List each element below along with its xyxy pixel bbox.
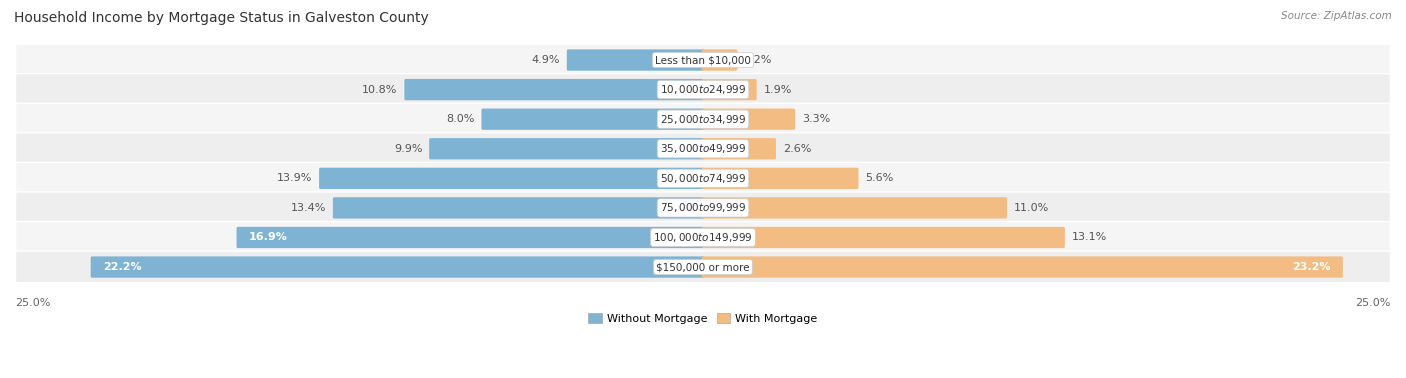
- Text: Household Income by Mortgage Status in Galveston County: Household Income by Mortgage Status in G…: [14, 11, 429, 25]
- FancyBboxPatch shape: [15, 44, 1391, 76]
- FancyBboxPatch shape: [481, 108, 704, 130]
- Text: $25,000 to $34,999: $25,000 to $34,999: [659, 113, 747, 125]
- Text: 3.3%: 3.3%: [801, 114, 831, 124]
- FancyBboxPatch shape: [702, 256, 1343, 278]
- FancyBboxPatch shape: [702, 50, 737, 71]
- Text: 22.2%: 22.2%: [103, 262, 142, 272]
- Text: 13.4%: 13.4%: [291, 203, 326, 213]
- FancyBboxPatch shape: [567, 50, 704, 71]
- FancyBboxPatch shape: [702, 227, 1064, 248]
- Text: 13.1%: 13.1%: [1071, 232, 1107, 242]
- FancyBboxPatch shape: [702, 79, 756, 100]
- Text: 25.0%: 25.0%: [1355, 298, 1391, 308]
- FancyBboxPatch shape: [333, 197, 704, 218]
- Text: 13.9%: 13.9%: [277, 174, 312, 183]
- Text: 11.0%: 11.0%: [1014, 203, 1049, 213]
- FancyBboxPatch shape: [319, 168, 704, 189]
- FancyBboxPatch shape: [405, 79, 704, 100]
- FancyBboxPatch shape: [15, 222, 1391, 254]
- Text: $35,000 to $49,999: $35,000 to $49,999: [659, 142, 747, 155]
- FancyBboxPatch shape: [236, 227, 704, 248]
- FancyBboxPatch shape: [15, 103, 1391, 135]
- Text: $75,000 to $99,999: $75,000 to $99,999: [659, 201, 747, 214]
- Text: Less than $10,000: Less than $10,000: [655, 55, 751, 65]
- Text: 8.0%: 8.0%: [446, 114, 475, 124]
- Text: 10.8%: 10.8%: [363, 85, 398, 94]
- Text: $50,000 to $74,999: $50,000 to $74,999: [659, 172, 747, 185]
- FancyBboxPatch shape: [15, 133, 1391, 165]
- Text: Source: ZipAtlas.com: Source: ZipAtlas.com: [1281, 11, 1392, 21]
- Text: 23.2%: 23.2%: [1292, 262, 1330, 272]
- Text: 1.9%: 1.9%: [763, 85, 792, 94]
- Text: 2.6%: 2.6%: [783, 144, 811, 154]
- FancyBboxPatch shape: [15, 74, 1391, 105]
- FancyBboxPatch shape: [15, 192, 1391, 224]
- FancyBboxPatch shape: [15, 163, 1391, 194]
- FancyBboxPatch shape: [702, 197, 1007, 218]
- Text: $150,000 or more: $150,000 or more: [657, 262, 749, 272]
- Legend: Without Mortgage, With Mortgage: Without Mortgage, With Mortgage: [583, 309, 823, 328]
- Text: 1.2%: 1.2%: [744, 55, 773, 65]
- FancyBboxPatch shape: [702, 168, 859, 189]
- FancyBboxPatch shape: [90, 256, 704, 278]
- Text: $10,000 to $24,999: $10,000 to $24,999: [659, 83, 747, 96]
- Text: 9.9%: 9.9%: [394, 144, 422, 154]
- Text: 16.9%: 16.9%: [249, 232, 288, 242]
- Text: 25.0%: 25.0%: [15, 298, 51, 308]
- FancyBboxPatch shape: [15, 251, 1391, 283]
- FancyBboxPatch shape: [429, 138, 704, 160]
- Text: $100,000 to $149,999: $100,000 to $149,999: [654, 231, 752, 244]
- Text: 4.9%: 4.9%: [531, 55, 560, 65]
- FancyBboxPatch shape: [702, 138, 776, 160]
- Text: 5.6%: 5.6%: [865, 174, 894, 183]
- FancyBboxPatch shape: [702, 108, 796, 130]
